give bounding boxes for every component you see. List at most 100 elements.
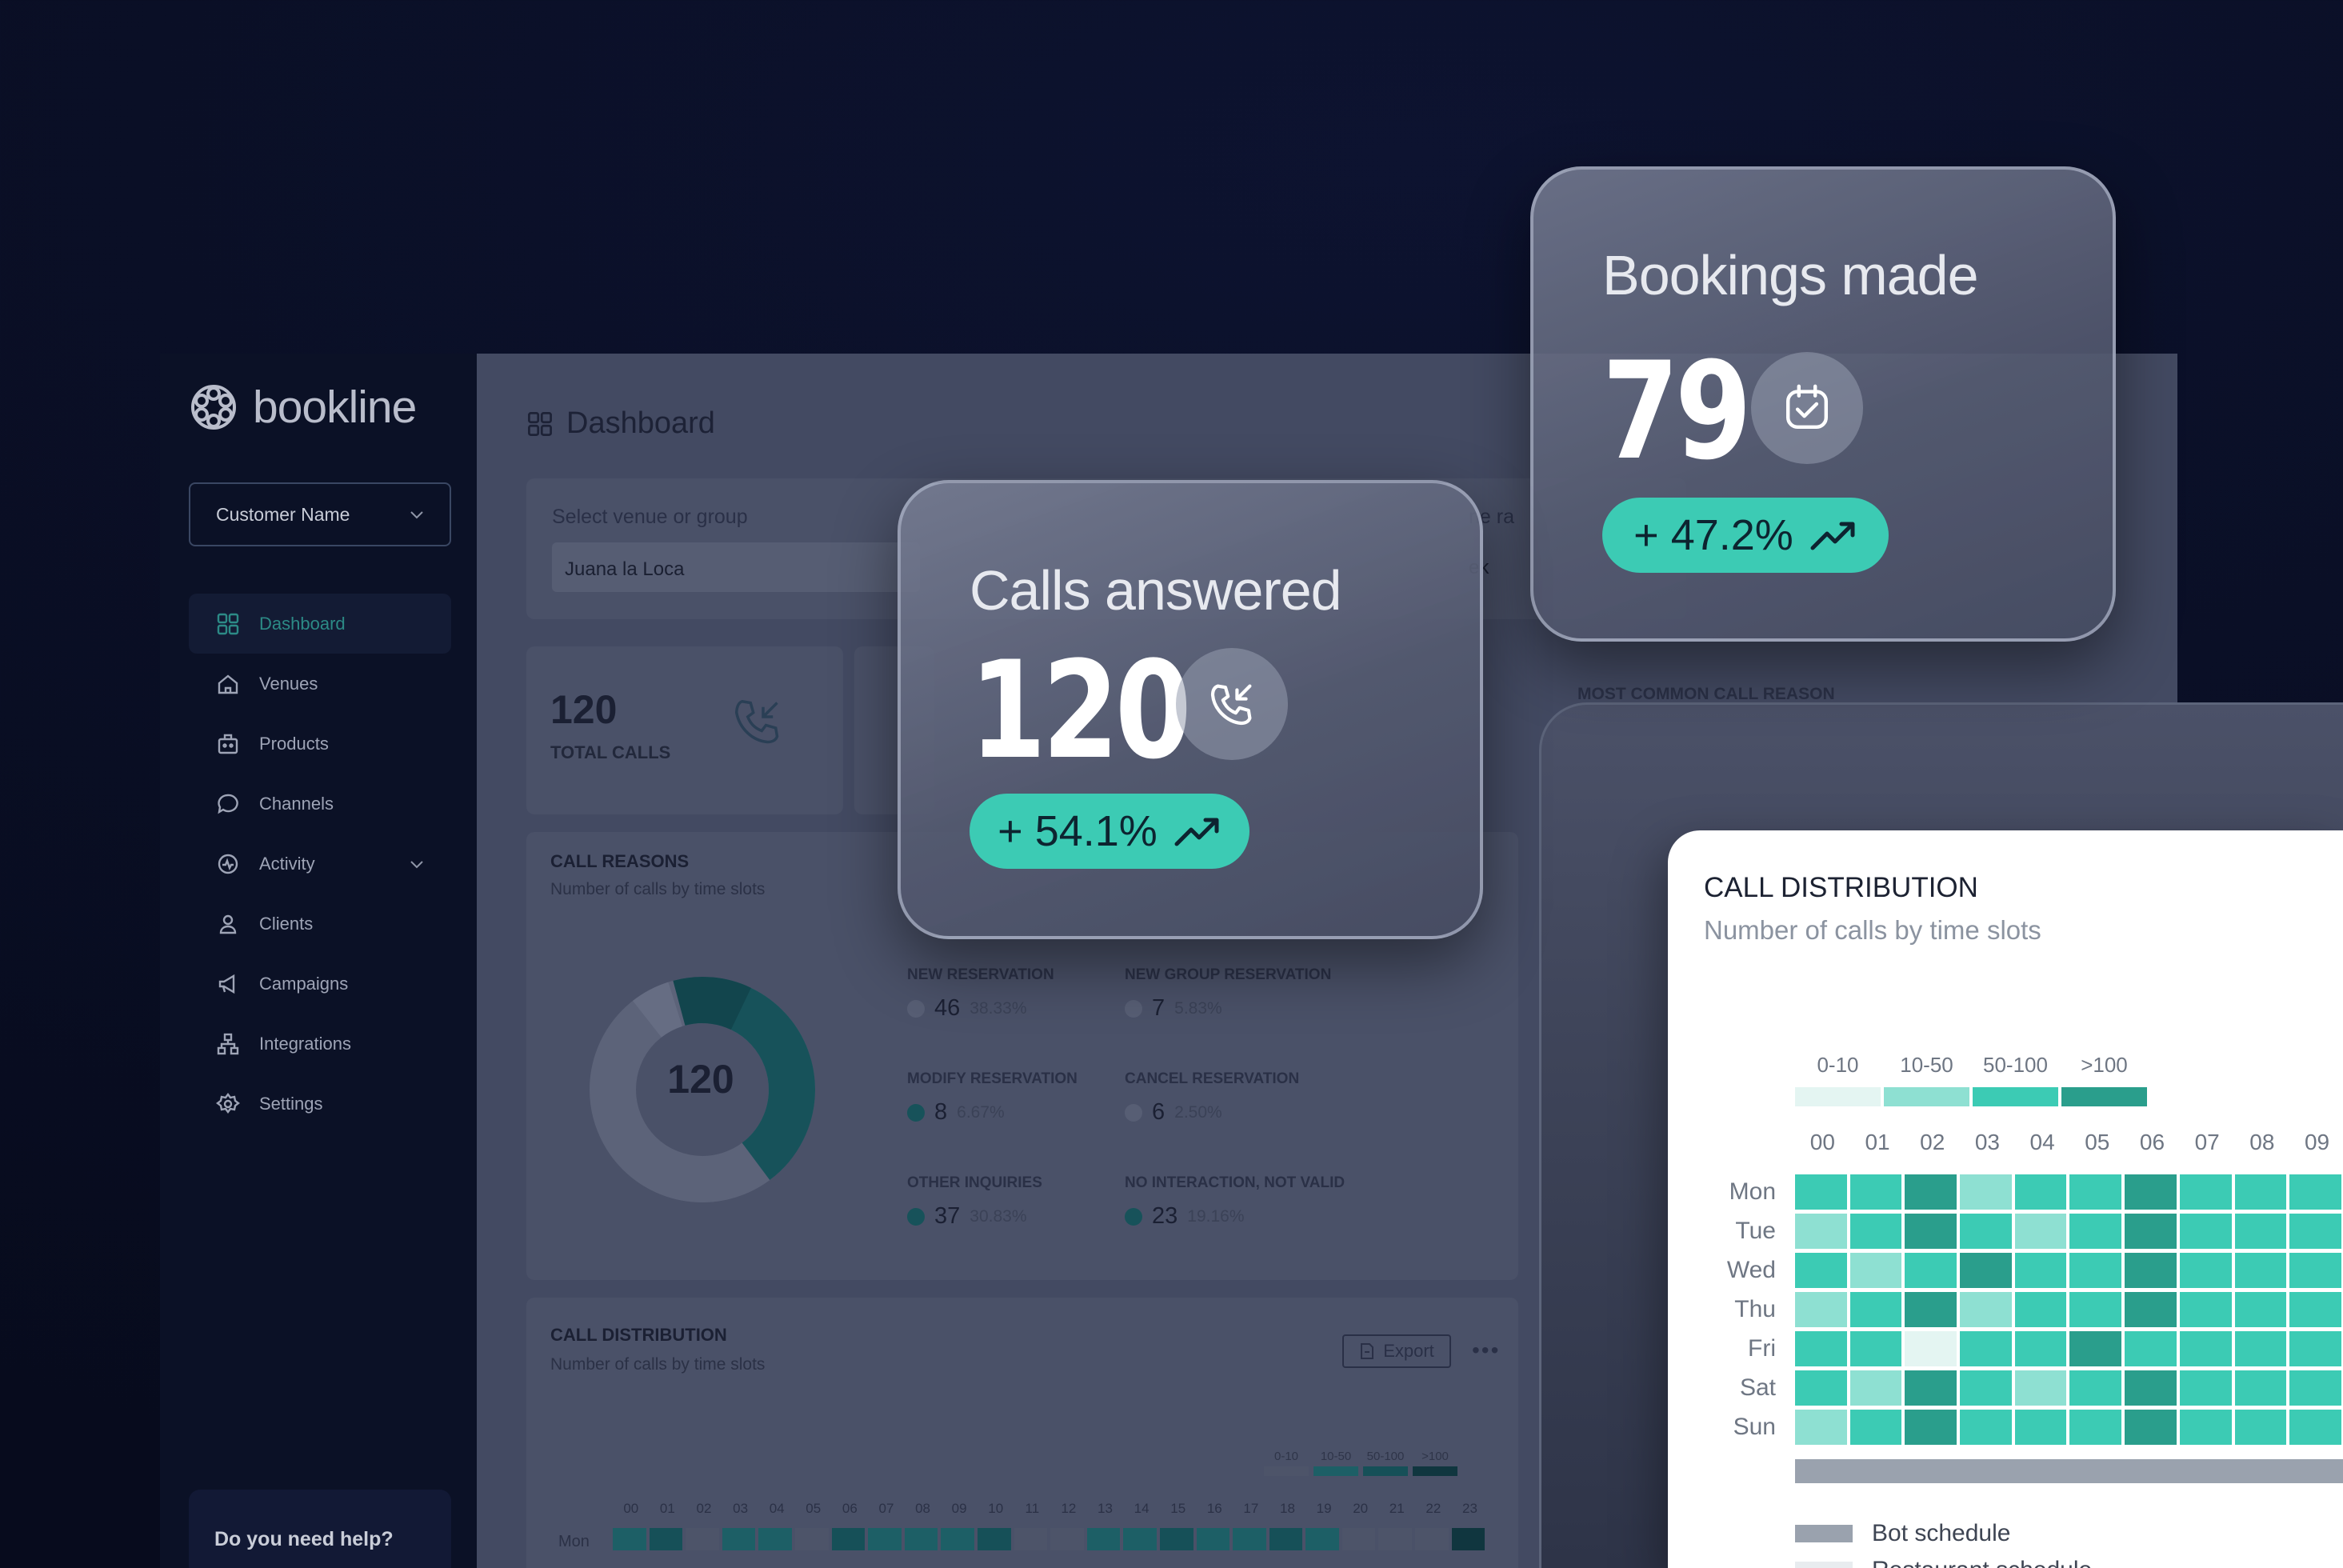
hours-axis: 00 01 02 03 04 05 06 07 08 09 [1795,1130,2343,1155]
hour-label: 04 [2029,1130,2055,1154]
network-icon [217,1033,239,1054]
mini-hour-label: 04 [769,1501,785,1516]
sidebar-item-clients[interactable]: Clients [189,894,451,954]
sidebar-item-integrations[interactable]: Integrations [189,1014,451,1074]
help-text: Do you need help? [214,1528,394,1550]
mini-heatmap-cell [1050,1528,1084,1550]
mini-heatmap-cell [1159,1528,1193,1550]
mini-hour-label: 16 [1206,1501,1222,1516]
customer-select[interactable]: Customer Name [189,482,451,546]
mini-heatmap-cell [1086,1528,1121,1550]
legend-swatch [1884,1087,1969,1106]
reason-count: 23 [1152,1203,1178,1229]
mini-legend-item: >100 [1413,1450,1457,1476]
sidebar-item-dashboard[interactable]: Dashboard [189,594,451,654]
chevron-down-icon [410,511,423,519]
mini-heatmap-cell [831,1528,866,1550]
calls-change-badge: + 54.1% [970,794,1249,869]
heatmap-cell [2069,1410,2122,1445]
heatmap-legend: 0-10 10-50 50-100 >100 [1795,1053,2147,1106]
mini-legend: 0-10 10-50 50-100 >100 [1264,1450,1457,1476]
heatmap-cell [2069,1331,2122,1366]
hour-label: 09 [2304,1130,2330,1154]
help-box[interactable]: Do you need help? [189,1490,451,1568]
sidebar-item-settings[interactable]: Settings [189,1074,451,1134]
mini-hour-label: 10 [988,1501,1004,1516]
day-label: Wed [1726,1257,1776,1283]
heatmap-cell [1795,1253,1847,1288]
mini-hour-label: 03 [733,1501,749,1516]
total-calls-value: 120 [550,687,618,732]
heatmap-cell [2179,1331,2232,1366]
trend-up-icon [1174,818,1219,846]
heatmap-cell [1960,1292,2012,1327]
box-icon [218,734,238,754]
reason-modify-reservation: MODIFY RESERVATION 8 6.67% [907,1070,1115,1126]
mini-hours-axis: 00 01 02 03 04 05 06 07 08 09 10 11 12 13 14 15 16 17 18 19… [613,1501,1488,1517]
reason-pct: 30.83% [970,1206,1027,1226]
heatmap-cell [2234,1410,2287,1445]
bookings-change: + 47.2% [1633,511,1793,559]
heatmap-cell [2125,1214,2177,1249]
legend-item: 10-50 [1884,1053,1969,1106]
mini-legend-item: 10-50 [1313,1450,1358,1476]
mini-hour-label: 01 [659,1501,675,1516]
heatmap-row [1795,1292,2343,1327]
more-options-button[interactable]: ••• [1472,1338,1501,1362]
sidebar-item-label: Clients [259,913,314,934]
mini-heatmap-cell [613,1528,646,1550]
user-icon [219,914,237,934]
heatmap-cell [2179,1410,2232,1445]
grid-icon [217,613,239,634]
sidebar-item-channels[interactable]: Channels [189,774,451,834]
heatmap-cell [2179,1174,2232,1210]
sidebar-item-campaigns[interactable]: Campaigns [189,954,451,1014]
mini-heatmap-cell [722,1528,756,1550]
hour-label: 05 [2085,1130,2110,1154]
mini-hour-label: 00 [623,1501,639,1516]
venue-select[interactable]: Juana la Loca [552,542,920,592]
heatmap-cell [2179,1370,2232,1406]
trend-up-icon [1810,522,1855,550]
days-axis: Mon Tue Wed Thu Fri Sat Sun [1704,1174,1776,1449]
sidebar-item-label: Channels [259,793,334,814]
heatmap-cell [1905,1292,1957,1327]
reason-pct: 2.50% [1174,1102,1222,1122]
sidebar-item-label: Venues [259,673,318,694]
mini-hour-label: 13 [1098,1501,1113,1516]
reason-pct: 5.83% [1174,998,1222,1018]
activity-icon [218,854,238,874]
heatmap-cell [2234,1292,2287,1327]
bookings-value: 79 [1602,333,1752,490]
hour-label: 06 [2139,1130,2165,1154]
mini-hour-label: 06 [842,1501,858,1516]
mini-heatmap-cell [649,1528,683,1550]
heatmap-cell [2069,1214,2122,1249]
heatmap-cell [1960,1370,2012,1406]
phone-incoming-icon [1176,648,1288,760]
heatmap-cell [2289,1331,2341,1366]
heatmap-cell [1960,1410,2012,1445]
sidebar [160,354,477,1568]
heatmap-cell [1905,1174,1957,1210]
heatmap-cell [2069,1253,2122,1288]
heatmap-cell [1905,1370,1957,1406]
export-button[interactable]: Export [1342,1334,1451,1368]
mini-hour-label: 07 [878,1501,894,1516]
legend-restaurant-schedule: Restaurant schedule [1795,1552,2092,1568]
heatmap-cell [1795,1410,1847,1445]
mini-hour-label: 21 [1389,1501,1405,1516]
day-label: Tue [1735,1218,1776,1244]
heatmap-row [1795,1370,2343,1406]
sidebar-item-activity[interactable]: Activity [189,834,451,894]
heatmap-cell [1905,1410,1957,1445]
sidebar-item-products[interactable]: Products [189,714,451,774]
reason-dot [1125,999,1142,1018]
mini-heatmap-cell [1233,1528,1266,1550]
mini-hour-label: 02 [696,1501,712,1516]
sidebar-item-venues[interactable]: Venues [189,654,451,714]
heatmap-cell [2069,1370,2122,1406]
mini-heatmap-cell [904,1528,938,1550]
heatmap-cell [1849,1214,1902,1249]
day-label: Fri [1748,1335,1776,1362]
